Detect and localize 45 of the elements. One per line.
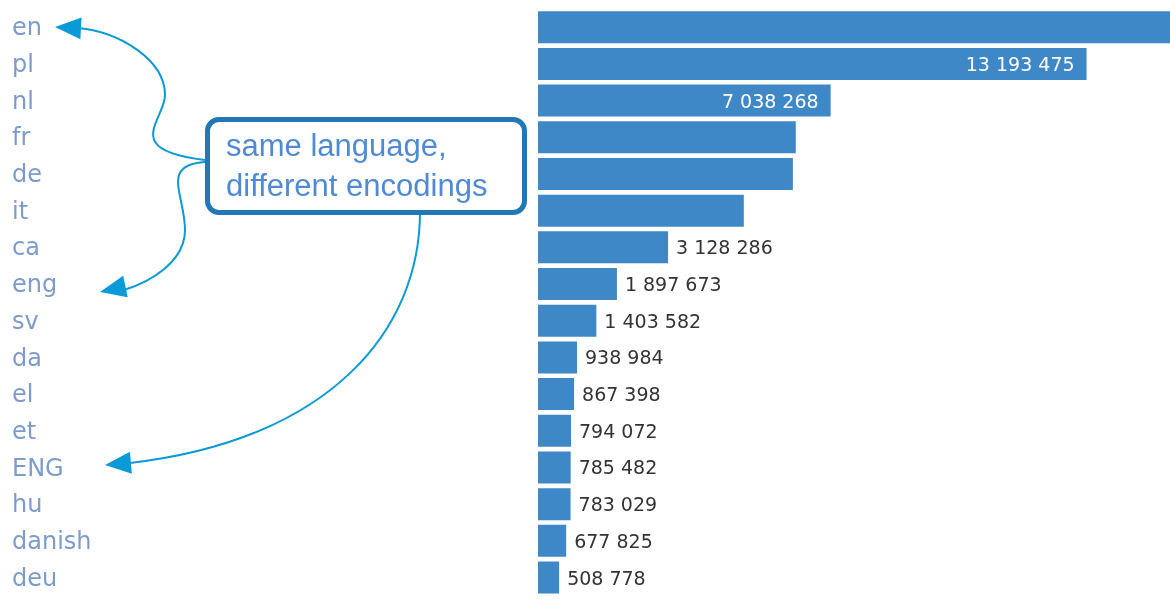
y-tick-label: el bbox=[12, 380, 34, 409]
bar bbox=[538, 121, 796, 154]
data-label: 677 825 bbox=[574, 529, 653, 552]
bar bbox=[538, 268, 617, 301]
bar bbox=[538, 341, 578, 374]
bar bbox=[538, 194, 744, 227]
y-tick-label: danish bbox=[12, 526, 92, 555]
y-tick-label: it bbox=[12, 196, 29, 225]
y-tick-label: nl bbox=[12, 86, 34, 115]
data-label: 7 038 268 bbox=[721, 89, 819, 112]
bar bbox=[538, 11, 1170, 44]
y-tick-label: ca bbox=[12, 233, 40, 262]
bar bbox=[538, 414, 572, 447]
bar bbox=[538, 304, 597, 337]
data-label: 783 029 bbox=[578, 493, 658, 516]
bar bbox=[538, 378, 575, 411]
y-tick-label: deu bbox=[12, 563, 58, 592]
data-label: 508 778 bbox=[567, 566, 646, 589]
y-tick-label: sv bbox=[12, 306, 39, 335]
y-tick-label: en bbox=[12, 13, 42, 42]
y-tick-label: pl bbox=[12, 50, 34, 79]
data-label: 1 403 582 bbox=[604, 309, 702, 332]
bar bbox=[538, 84, 831, 117]
y-tick-label: de bbox=[12, 160, 42, 189]
y-tick-label: fr bbox=[12, 123, 31, 152]
bar bbox=[538, 47, 1087, 80]
data-label: 867 398 bbox=[582, 383, 661, 406]
data-label: 794 072 bbox=[579, 419, 658, 442]
data-label: 785 482 bbox=[578, 456, 658, 479]
bar bbox=[538, 231, 669, 264]
y-tick-label: eng bbox=[12, 270, 58, 299]
y-tick-label: ENG bbox=[12, 453, 64, 482]
y-tick-label: hu bbox=[12, 490, 43, 519]
y-tick-label: et bbox=[12, 416, 37, 445]
data-label: 938 984 bbox=[585, 346, 664, 369]
bar bbox=[538, 451, 571, 484]
y-tick-label: da bbox=[12, 343, 42, 372]
bar bbox=[538, 524, 567, 557]
bar bbox=[538, 157, 793, 190]
data-label: 3 128 286 bbox=[676, 236, 773, 259]
bar bbox=[538, 488, 571, 521]
bar bbox=[538, 561, 560, 594]
data-label: 13 193 475 bbox=[965, 52, 1075, 75]
data-label: 1 897 673 bbox=[624, 273, 722, 296]
text: same language, different encodings bbox=[205, 117, 527, 215]
